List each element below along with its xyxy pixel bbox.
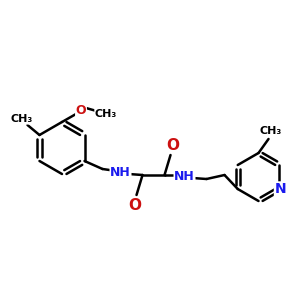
Text: NH: NH <box>110 167 131 179</box>
Text: CH₃: CH₃ <box>95 109 117 119</box>
Text: O: O <box>166 137 179 152</box>
Text: N: N <box>274 182 286 196</box>
Text: CH₃: CH₃ <box>11 114 33 124</box>
Text: O: O <box>128 197 141 212</box>
Text: CH₃: CH₃ <box>260 126 282 136</box>
Text: O: O <box>76 104 86 118</box>
Text: NH: NH <box>174 170 195 184</box>
